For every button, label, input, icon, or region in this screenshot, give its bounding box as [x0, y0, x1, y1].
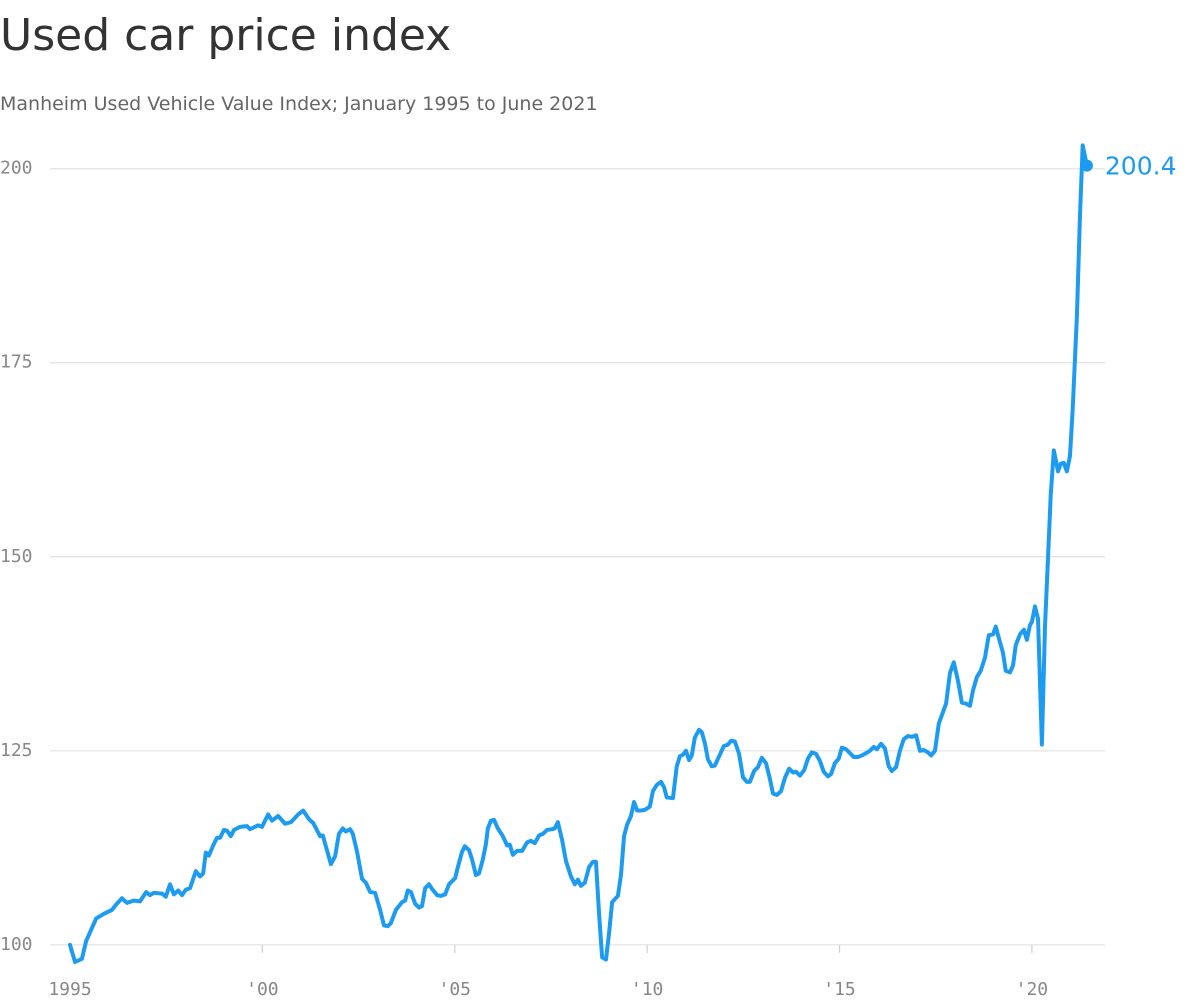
x-tick-label: 1995: [48, 979, 91, 1000]
chart-subtitle: Manheim Used Vehicle Value Index; Januar…: [0, 93, 598, 115]
y-tick-label: 150: [0, 546, 33, 567]
x-tick-label: '05: [439, 979, 472, 1000]
y-tick-label: 100: [0, 934, 33, 955]
y-tick-label: 200: [0, 158, 33, 179]
x-tick-label: '20: [1016, 979, 1049, 1000]
x-tick-label: '00: [246, 979, 279, 1000]
end-value-label: 200.4: [1105, 152, 1177, 181]
end-point: [1080, 159, 1093, 172]
x-tick-label: '15: [823, 979, 856, 1000]
y-tick-label: 175: [0, 352, 33, 373]
x-tick-label: '10: [631, 979, 664, 1000]
price-line: [68, 143, 1089, 964]
y-tick-label: 125: [0, 740, 33, 761]
chart-title: Used car price index: [0, 10, 451, 61]
